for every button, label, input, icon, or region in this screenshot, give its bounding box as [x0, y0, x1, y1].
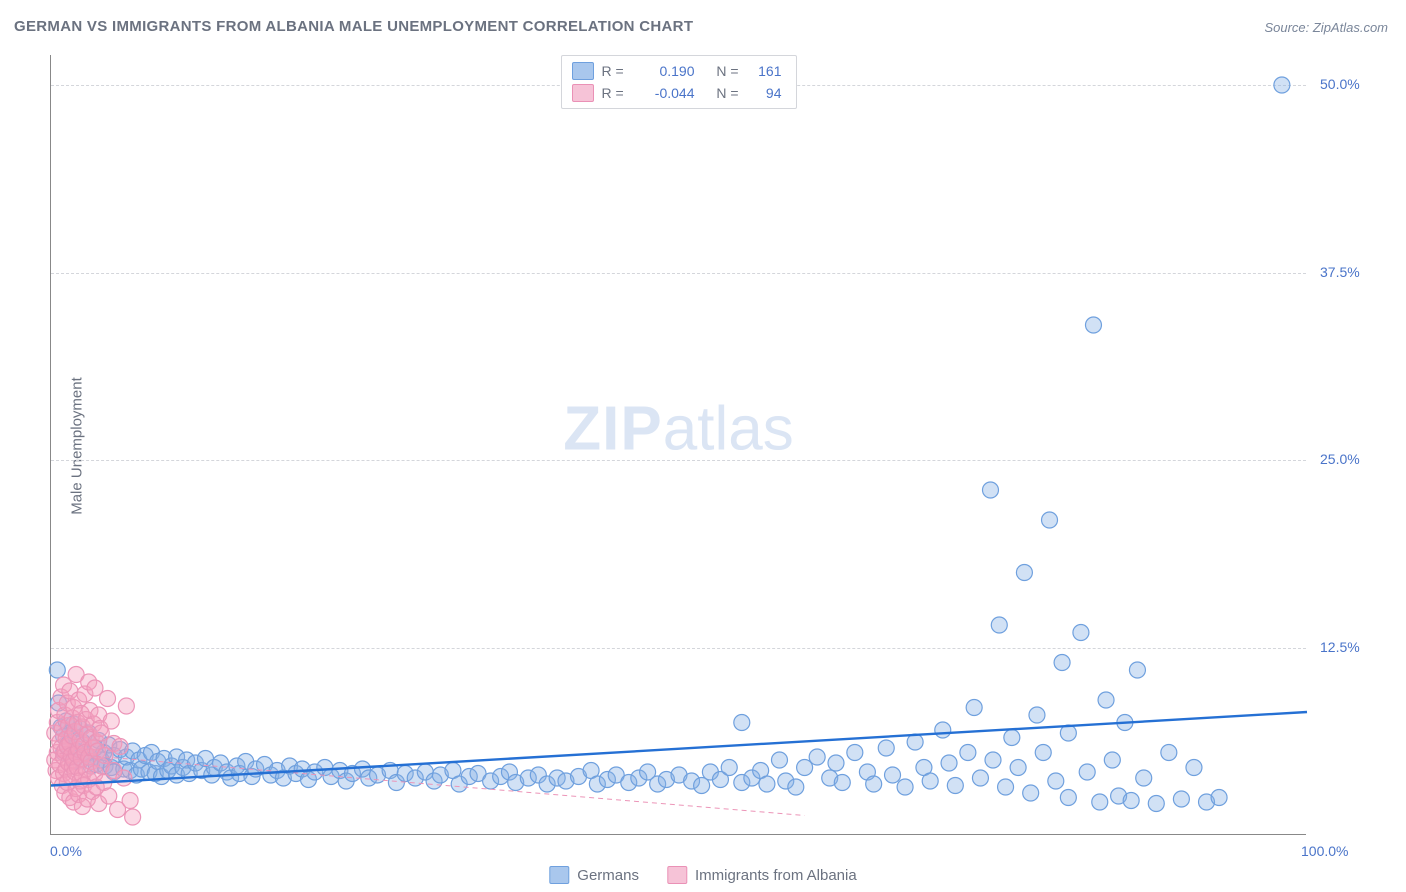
y-tick: 50.0%: [1320, 76, 1360, 92]
data-point: [828, 755, 844, 771]
data-point: [1073, 625, 1089, 641]
n-value: 161: [747, 63, 782, 79]
data-point: [834, 775, 850, 791]
data-point: [1085, 317, 1101, 333]
data-point: [947, 778, 963, 794]
data-point: [998, 779, 1014, 795]
data-point: [1092, 794, 1108, 810]
data-point: [922, 773, 938, 789]
data-point: [1186, 760, 1202, 776]
plot-area: ZIPatlas R = 0.190 N = 161 R = -0.044 N …: [50, 55, 1306, 835]
data-point: [991, 617, 1007, 633]
r-value: -0.044: [640, 85, 695, 101]
legend-correlation: R = 0.190 N = 161 R = -0.044 N = 94: [561, 55, 797, 109]
data-point: [49, 662, 65, 678]
data-point: [734, 715, 750, 731]
data-point: [982, 482, 998, 498]
data-point: [112, 739, 128, 755]
data-point: [759, 776, 775, 792]
legend-swatch-germans: [572, 62, 594, 80]
legend-series: Germans Immigrants from Albania: [549, 866, 856, 884]
data-point: [972, 770, 988, 786]
legend-item-albania: Immigrants from Albania: [667, 866, 857, 884]
source-attribution: Source: ZipAtlas.com: [1264, 20, 1388, 35]
data-point: [1060, 790, 1076, 806]
legend-label: Immigrants from Albania: [695, 867, 857, 884]
data-point: [1274, 77, 1290, 93]
data-point: [103, 713, 119, 729]
data-point: [847, 745, 863, 761]
r-label: R =: [602, 85, 632, 101]
data-point: [1161, 745, 1177, 761]
data-point: [1079, 764, 1095, 780]
data-point: [116, 770, 132, 786]
data-point: [1136, 770, 1152, 786]
data-point: [125, 809, 141, 825]
data-point: [1104, 752, 1120, 768]
data-point: [1173, 791, 1189, 807]
data-point: [866, 776, 882, 792]
data-point: [878, 740, 894, 756]
data-point: [1054, 655, 1070, 671]
x-tick: 0.0%: [50, 843, 82, 859]
scatter-svg: [51, 55, 1306, 834]
data-point: [885, 767, 901, 783]
data-point: [1048, 773, 1064, 789]
data-point: [1004, 730, 1020, 746]
data-point: [771, 752, 787, 768]
legend-swatch-albania: [572, 84, 594, 102]
y-tick: 25.0%: [1320, 451, 1360, 467]
data-point: [985, 752, 1001, 768]
data-point: [1010, 760, 1026, 776]
data-point: [809, 749, 825, 765]
x-tick: 100.0%: [1301, 843, 1348, 859]
data-point: [1023, 785, 1039, 801]
chart-title: GERMAN VS IMMIGRANTS FROM ALBANIA MALE U…: [14, 18, 693, 35]
y-tick: 37.5%: [1320, 264, 1360, 280]
n-label: N =: [709, 85, 739, 101]
n-label: N =: [709, 63, 739, 79]
data-point: [960, 745, 976, 761]
data-point: [1035, 745, 1051, 761]
r-value: 0.190: [640, 63, 695, 79]
r-label: R =: [602, 63, 632, 79]
legend-row-albania: R = -0.044 N = 94: [572, 84, 782, 102]
data-point: [1098, 692, 1114, 708]
y-tick: 12.5%: [1320, 639, 1360, 655]
data-point: [1042, 512, 1058, 528]
data-point: [1016, 565, 1032, 581]
data-point: [935, 722, 951, 738]
data-point: [1123, 793, 1139, 809]
legend-row-germans: R = 0.190 N = 161: [572, 62, 782, 80]
data-point: [122, 793, 138, 809]
data-point: [118, 698, 134, 714]
data-point: [788, 779, 804, 795]
data-point: [941, 755, 957, 771]
legend-swatch-icon: [549, 866, 569, 884]
data-point: [1148, 796, 1164, 812]
data-point: [1211, 790, 1227, 806]
data-point: [1129, 662, 1145, 678]
data-point: [100, 691, 116, 707]
data-point: [721, 760, 737, 776]
data-point: [1029, 707, 1045, 723]
legend-label: Germans: [577, 867, 639, 884]
data-point: [897, 779, 913, 795]
legend-item-germans: Germans: [549, 866, 639, 884]
legend-swatch-icon: [667, 866, 687, 884]
data-point: [966, 700, 982, 716]
n-value: 94: [747, 85, 782, 101]
